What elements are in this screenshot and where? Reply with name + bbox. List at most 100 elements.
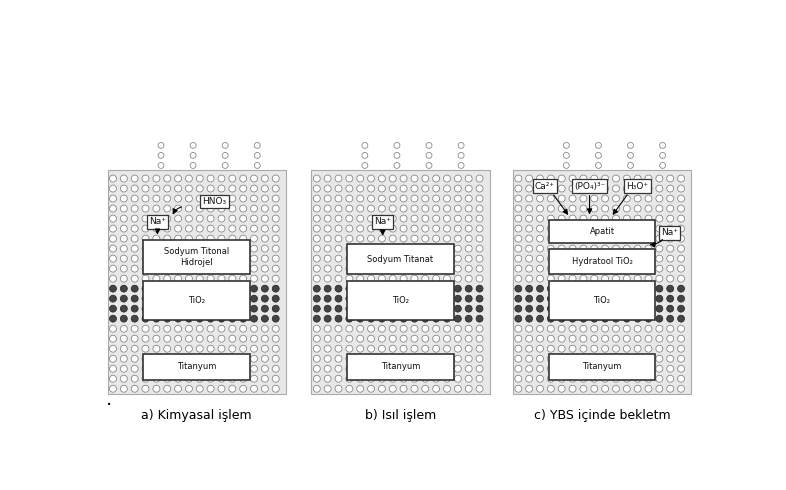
Circle shape — [174, 215, 182, 222]
Circle shape — [569, 295, 576, 302]
Circle shape — [174, 175, 182, 182]
Circle shape — [443, 325, 450, 332]
Circle shape — [368, 375, 375, 382]
Circle shape — [153, 245, 160, 252]
Circle shape — [569, 255, 576, 262]
Circle shape — [208, 185, 214, 192]
Circle shape — [569, 345, 576, 352]
Circle shape — [251, 255, 258, 262]
Circle shape — [656, 265, 663, 272]
Circle shape — [324, 265, 331, 272]
Circle shape — [346, 375, 353, 382]
Circle shape — [142, 275, 149, 282]
Circle shape — [357, 315, 364, 322]
Circle shape — [422, 235, 429, 242]
Circle shape — [443, 225, 450, 232]
Circle shape — [569, 285, 576, 292]
Circle shape — [120, 215, 127, 222]
Circle shape — [411, 195, 418, 202]
Circle shape — [394, 163, 400, 169]
Circle shape — [601, 375, 608, 382]
Circle shape — [580, 255, 587, 262]
Circle shape — [678, 185, 685, 192]
Circle shape — [634, 335, 641, 342]
Circle shape — [153, 285, 160, 292]
Circle shape — [634, 295, 641, 302]
Circle shape — [432, 245, 439, 252]
Circle shape — [580, 305, 587, 312]
Circle shape — [634, 355, 641, 362]
Circle shape — [580, 295, 587, 302]
Circle shape — [465, 285, 472, 292]
Circle shape — [368, 345, 375, 352]
Circle shape — [163, 355, 171, 362]
Circle shape — [163, 265, 171, 272]
Circle shape — [526, 185, 533, 192]
Circle shape — [667, 335, 674, 342]
Circle shape — [465, 195, 472, 202]
Circle shape — [623, 385, 630, 392]
Circle shape — [196, 265, 204, 272]
Circle shape — [368, 335, 375, 342]
Circle shape — [526, 265, 533, 272]
Circle shape — [174, 225, 182, 232]
Circle shape — [153, 255, 160, 262]
Circle shape — [656, 315, 663, 322]
Circle shape — [131, 225, 138, 232]
Circle shape — [389, 315, 396, 322]
Circle shape — [547, 255, 554, 262]
Circle shape — [272, 315, 279, 322]
Circle shape — [667, 285, 674, 292]
Circle shape — [645, 275, 652, 282]
Circle shape — [251, 275, 258, 282]
Circle shape — [432, 375, 439, 382]
Circle shape — [109, 315, 116, 322]
Circle shape — [612, 205, 619, 212]
Circle shape — [659, 152, 666, 158]
Circle shape — [229, 225, 236, 232]
Circle shape — [314, 385, 320, 392]
Circle shape — [667, 255, 674, 262]
Circle shape — [185, 325, 193, 332]
Circle shape — [174, 305, 182, 312]
Circle shape — [400, 285, 407, 292]
Circle shape — [537, 255, 543, 262]
Circle shape — [596, 152, 601, 158]
Circle shape — [400, 225, 407, 232]
Circle shape — [526, 305, 533, 312]
Circle shape — [218, 265, 225, 272]
Circle shape — [251, 315, 258, 322]
Circle shape — [153, 295, 160, 302]
Circle shape — [580, 375, 587, 382]
Circle shape — [357, 305, 364, 312]
Circle shape — [389, 255, 396, 262]
Circle shape — [591, 365, 597, 372]
Circle shape — [346, 205, 353, 212]
Circle shape — [109, 345, 116, 352]
Circle shape — [314, 195, 320, 202]
Circle shape — [678, 275, 685, 282]
Circle shape — [229, 305, 236, 312]
Circle shape — [443, 295, 450, 302]
Circle shape — [656, 385, 663, 392]
Circle shape — [422, 175, 429, 182]
Circle shape — [558, 315, 565, 322]
Circle shape — [131, 265, 138, 272]
Circle shape — [389, 225, 396, 232]
Circle shape — [378, 325, 385, 332]
Circle shape — [394, 143, 400, 148]
Circle shape — [368, 175, 375, 182]
Circle shape — [591, 315, 597, 322]
Circle shape — [526, 255, 533, 262]
Circle shape — [537, 235, 543, 242]
Circle shape — [368, 215, 375, 222]
Circle shape — [515, 345, 522, 352]
Circle shape — [422, 185, 429, 192]
Circle shape — [335, 345, 342, 352]
Circle shape — [346, 255, 353, 262]
Circle shape — [346, 385, 353, 392]
Circle shape — [163, 215, 171, 222]
Circle shape — [208, 205, 214, 212]
Circle shape — [547, 265, 554, 272]
Circle shape — [208, 355, 214, 362]
